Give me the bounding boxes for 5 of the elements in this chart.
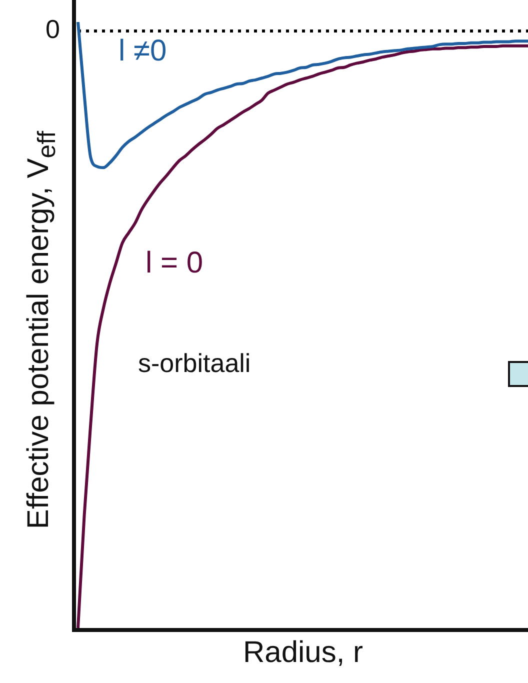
x-axis-title: Radius, r (242, 636, 364, 670)
ref-line-label: 0 (46, 14, 60, 44)
series-label: l ≠0 (118, 34, 167, 68)
series-label: l = 0 (146, 246, 204, 280)
annotation: s-orbitaali (138, 348, 251, 379)
